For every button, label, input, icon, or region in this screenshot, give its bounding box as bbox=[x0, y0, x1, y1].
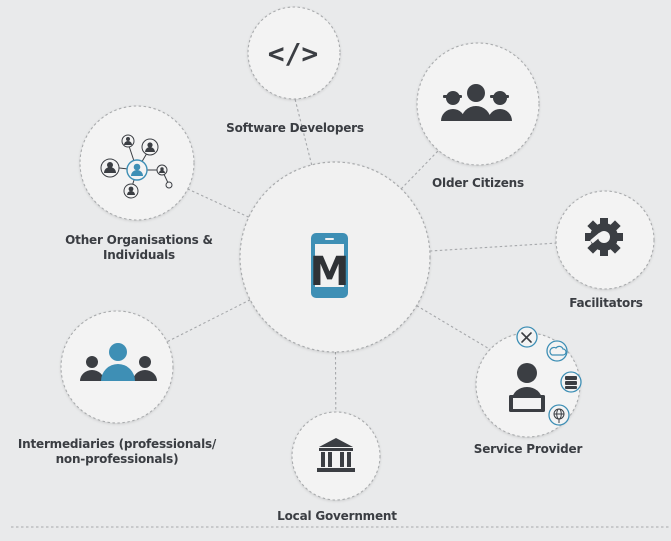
node-intermediaries bbox=[60, 310, 174, 424]
logo-letter: M bbox=[310, 249, 350, 295]
people-group-icon bbox=[80, 343, 157, 381]
label-other-organisations: Other Organisations & Individuals bbox=[56, 233, 222, 263]
center-hub: M bbox=[239, 161, 431, 353]
cloud-icon bbox=[549, 345, 567, 356]
label-other-organisations-line2: Individuals bbox=[103, 248, 175, 262]
label-software-developers: Software Developers bbox=[226, 121, 364, 135]
elderly-group-icon bbox=[441, 84, 512, 121]
node-older-citizens bbox=[416, 42, 540, 166]
label-facilitators: Facilitators bbox=[569, 296, 643, 310]
mobile-app-logo-icon: M bbox=[310, 233, 350, 298]
globe-icon bbox=[553, 408, 565, 423]
node-other-organisations bbox=[79, 105, 195, 221]
label-intermediaries-line1: Intermediaries (professionals/ bbox=[17, 437, 217, 451]
label-local-government: Local Government bbox=[277, 509, 397, 523]
server-icon bbox=[565, 376, 577, 389]
code-icon: </> bbox=[268, 37, 319, 70]
label-service-provider: Service Provider bbox=[473, 442, 583, 456]
node-software-developers: </> bbox=[247, 6, 341, 100]
label-other-organisations-line1: Other Organisations & bbox=[65, 233, 213, 247]
label-older-citizens: Older Citizens bbox=[432, 176, 524, 190]
government-building-icon bbox=[317, 438, 355, 472]
label-intermediaries-line2: non-professionals) bbox=[55, 452, 179, 466]
label-intermediaries: Intermediaries (professionals/ non-profe… bbox=[12, 437, 222, 467]
node-facilitators bbox=[555, 190, 655, 290]
node-local-government bbox=[291, 411, 381, 501]
node-service-provider bbox=[475, 326, 582, 438]
